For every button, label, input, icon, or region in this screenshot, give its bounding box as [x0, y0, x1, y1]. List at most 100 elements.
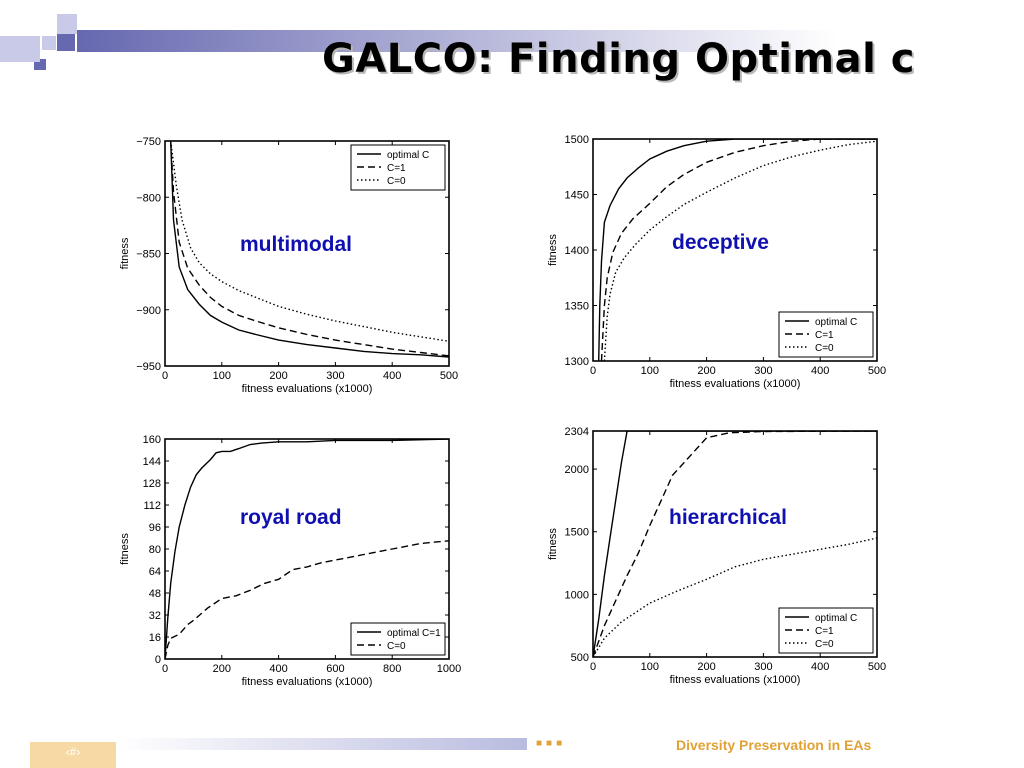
series-line [170, 141, 449, 342]
y-tick-label: 2000 [565, 464, 589, 476]
y-tick-label: 96 [149, 522, 161, 534]
legend-box [350, 144, 446, 191]
y-axis-label: fitness [119, 533, 131, 565]
x-tick-label: 100 [641, 661, 659, 673]
y-tick-label: 128 [143, 478, 161, 490]
chart-panel-deceptive: 0 100 200 300 400 500 1500 1450 1400 1350 1300 fitn… [545, 133, 893, 395]
page-number: ‹#› [30, 742, 116, 768]
y-tick-label: 112 [143, 500, 161, 512]
chart-svg: 0 100 200 300 400 500 1500 1450 1400 1350 1300 fitn… [547, 134, 886, 390]
deco-square [57, 34, 75, 51]
chart-panel-hierarchical: 0 100 200 300 400 500 2304 2000 1500 1000 500 fitne… [545, 425, 893, 691]
chart-overlay-label: multimodal [240, 233, 353, 256]
x-axis-label: fitness evaluations (x1000) [242, 383, 373, 395]
x-tick-label: 1000 [437, 663, 461, 675]
x-tick-label: 400 [811, 661, 829, 673]
legend-label: C=0 [815, 639, 834, 650]
series-line [593, 431, 877, 657]
legend-box [778, 311, 874, 358]
deco-square [57, 14, 77, 34]
series-line [593, 537, 877, 657]
x-tick-label: 0 [162, 663, 168, 675]
x-tick-label: 400 [269, 663, 287, 675]
legend-label: C=0 [815, 343, 834, 354]
x-tick-label: 200 [269, 370, 287, 382]
series-line [170, 141, 449, 358]
y-axis-label: fitness [119, 237, 131, 269]
y-tick-label: 1000 [565, 589, 589, 601]
legend-box [778, 607, 874, 654]
chart-svg: 0 100 200 300 400 500 −750 −800 −850 −900 −950 fitn… [119, 136, 458, 395]
y-tick-label: 1500 [565, 527, 589, 539]
x-tick-label: 200 [697, 365, 715, 377]
x-tick-label: 400 [811, 365, 829, 377]
x-tick-label: 100 [641, 365, 659, 377]
slide-title: GALCO: Finding Optimal c [322, 36, 915, 82]
y-tick-label: 0 [155, 654, 161, 666]
chart-svg: 0 200 400 600 800 100016014412811296806448321… [119, 434, 461, 688]
x-tick-label: 200 [213, 663, 231, 675]
x-tick-label: 500 [868, 365, 886, 377]
y-tick-label: 2304 [565, 426, 589, 438]
series-line [598, 139, 877, 361]
y-tick-label: 32 [149, 610, 161, 622]
y-tick-label: −900 [136, 305, 161, 317]
x-tick-label: 100 [213, 370, 231, 382]
chart-overlay-label: royal road [240, 506, 342, 529]
legend-box [350, 622, 446, 656]
x-axis-label: fitness evaluations (x1000) [670, 674, 801, 686]
y-axis-label: fitness [547, 528, 559, 560]
legend-label: optimal C [815, 317, 857, 328]
series-line [600, 139, 877, 361]
y-axis-label: fitness [547, 234, 559, 266]
chart-panel-royal-road: 0 200 400 600 800 1000 160 144 128 112 96 80 64 48 32 1… [117, 433, 465, 693]
x-tick-label: 0 [590, 661, 596, 673]
chart-panel-multimodal: 0 100 200 300 400 500 −750 −800 −850 −900 −950 fitn… [117, 135, 465, 400]
series-line [165, 540, 449, 659]
x-tick-label: 400 [383, 370, 401, 382]
x-tick-label: 0 [590, 365, 596, 377]
series-line [593, 431, 877, 657]
legend-label: C=1 [815, 626, 834, 637]
title-bar [77, 30, 837, 52]
y-tick-label: 1500 [565, 134, 589, 146]
y-tick-label: −800 [136, 192, 161, 204]
legend-label: C=1 [387, 163, 406, 174]
deco-square [0, 36, 40, 62]
y-tick-label: −950 [136, 361, 161, 373]
y-tick-label: 1450 [565, 190, 589, 202]
y-tick-label: 1300 [565, 356, 589, 368]
footer-dots: ■■■ [536, 738, 567, 749]
title-decoration [0, 14, 837, 70]
plot-area [164, 438, 450, 660]
legend-label: C=0 [387, 641, 406, 652]
x-tick-label: 800 [383, 663, 401, 675]
x-axis-label: fitness evaluations (x1000) [670, 378, 801, 390]
x-axis-label: fitness evaluations (x1000) [242, 676, 373, 688]
y-tick-label: 16 [149, 632, 161, 644]
footer-bar [117, 738, 527, 750]
deco-square [42, 36, 56, 50]
y-tick-label: 64 [149, 566, 161, 578]
y-tick-label: 1350 [565, 301, 589, 313]
series-line [603, 140, 877, 361]
legend-label: optimal C [815, 613, 857, 624]
x-tick-label: 300 [754, 365, 772, 377]
y-tick-label: 160 [143, 434, 161, 446]
chart-overlay-label: hierarchical [669, 506, 787, 529]
y-tick-label: 1400 [565, 245, 589, 257]
legend-label: C=0 [387, 176, 406, 187]
legend-label: optimal C=1 [387, 628, 441, 639]
footer-title: Diversity Preservation in EAs [676, 737, 872, 753]
y-tick-label: −750 [136, 136, 161, 148]
y-tick-label: 500 [571, 652, 589, 664]
y-tick-label: 144 [143, 456, 161, 468]
series-line [165, 439, 449, 659]
legend-label: optimal C [387, 150, 429, 161]
x-tick-label: 500 [440, 370, 458, 382]
x-tick-label: 300 [326, 370, 344, 382]
y-tick-label: −850 [136, 249, 161, 261]
y-tick-label: 48 [149, 588, 161, 600]
chart-overlay-label: deceptive [672, 231, 769, 254]
chart-svg: 0 100 200 300 400 500 2304 2000 1500 1000 500 fitne… [547, 426, 886, 686]
